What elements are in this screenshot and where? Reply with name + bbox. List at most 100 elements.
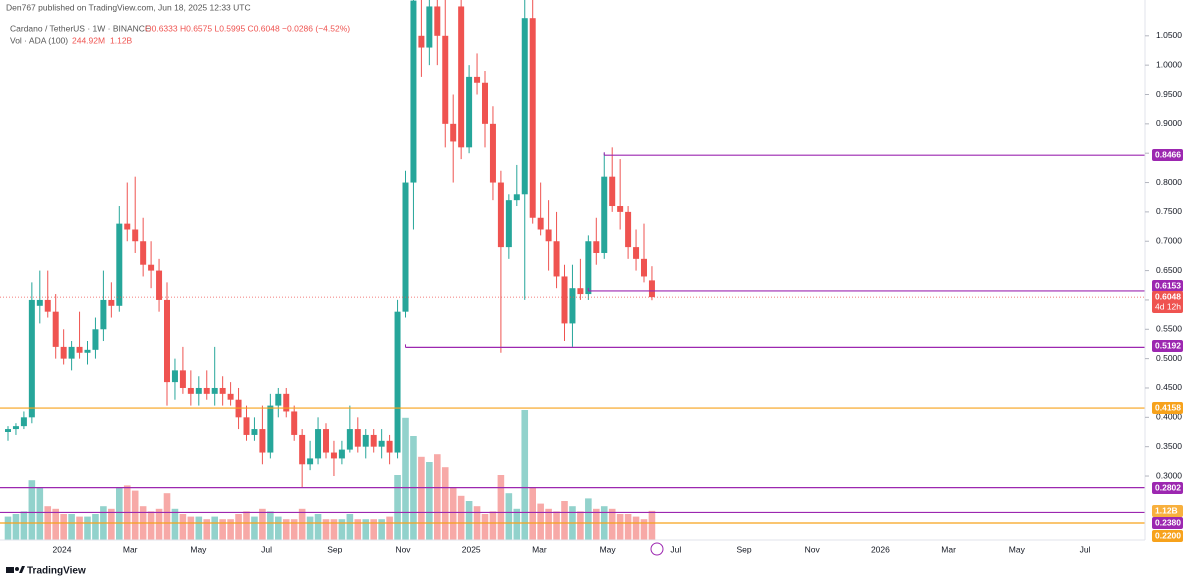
volume-ma: 244.92M: [72, 35, 105, 45]
volume-bar: [314, 514, 322, 540]
candle-body: [338, 449, 345, 459]
level-label-bg: [1152, 280, 1183, 292]
volume-bar: [131, 490, 139, 540]
candle-body: [283, 393, 290, 412]
volume-label: 1.12B: [1155, 505, 1178, 515]
candle-body: [84, 349, 91, 353]
volume-bar: [577, 511, 584, 540]
volume-bar: [211, 516, 218, 540]
volume-bar: [354, 519, 362, 540]
volume-bar: [306, 516, 314, 540]
volume-bar: [616, 514, 624, 540]
candle-body: [179, 370, 186, 388]
volume-bar: [338, 519, 346, 540]
volume-bar: [585, 498, 592, 540]
y-tick-label: 1.0000: [1156, 59, 1182, 69]
plot-area: [0, 0, 1145, 540]
x-tick-label: May: [190, 544, 207, 554]
x-tick-label: Mar: [123, 544, 138, 554]
level-label: 0.2380: [1155, 517, 1181, 527]
candle-body: [28, 299, 35, 418]
volume-bar: [282, 519, 290, 540]
candle-body: [354, 429, 361, 447]
candle-body: [195, 387, 202, 394]
candle-body: [601, 176, 608, 253]
y-tick-label: 0.7500: [1156, 206, 1182, 216]
volume-bar: [426, 462, 433, 540]
volume-bar: [116, 488, 123, 540]
volume-bar: [12, 514, 20, 540]
x-tick-label: May: [600, 544, 617, 554]
candle-body: [68, 346, 75, 359]
volume-bar: [179, 514, 187, 540]
candle-body: [625, 211, 632, 248]
volume-bar: [537, 503, 544, 540]
candle-body: [275, 393, 282, 406]
candle-body: [537, 217, 544, 230]
candle-body: [489, 123, 496, 183]
candle-body: [203, 387, 210, 394]
candle-body: [386, 440, 393, 453]
logo: [6, 566, 25, 573]
candle-body: [124, 223, 131, 230]
volume-bar: [275, 516, 282, 540]
level-label: 0.5192: [1155, 340, 1181, 350]
volume-bar: [219, 519, 226, 540]
level-label-bg: [1152, 149, 1183, 161]
y-tick-label: 0.3000: [1156, 470, 1182, 480]
candle-body: [426, 6, 433, 48]
y-tick-label: 1.0500: [1156, 30, 1182, 40]
volume-bar: [553, 511, 560, 540]
volume-bar: [465, 501, 473, 540]
candle-body: [410, 0, 417, 183]
axes: 1.05001.00000.95000.90000.85000.80000.75…: [53, 30, 1183, 554]
x-tick-label: Nov: [805, 544, 821, 554]
volume-bar: [640, 519, 648, 540]
candle-body: [482, 82, 488, 124]
candle-body: [44, 299, 51, 312]
candle-body: [315, 429, 322, 459]
volume-bar: [608, 508, 616, 540]
candle-body: [171, 370, 178, 383]
volume-bar: [195, 516, 203, 540]
x-tick-label: 2025: [462, 544, 481, 554]
candle-body: [458, 6, 465, 148]
volume-bar: [298, 508, 306, 540]
level-label: 0.2802: [1155, 482, 1181, 492]
volume-bar: [147, 511, 155, 540]
candle-body: [362, 434, 369, 447]
candle-body: [346, 429, 353, 450]
candle-body: [5, 429, 11, 432]
last-price-label: 0.6048: [1155, 291, 1181, 301]
volume-bar: [370, 519, 377, 540]
replay-button[interactable]: [650, 542, 664, 556]
volume-bar: [632, 516, 640, 540]
volume-bar: [545, 508, 552, 540]
candle-body: [529, 18, 536, 218]
volume-bar: [203, 519, 211, 540]
candle-body: [211, 387, 218, 394]
y-tick-label: 0.7000: [1156, 235, 1182, 245]
candle-body: [593, 241, 600, 253]
volume-value: 1.12B: [110, 35, 133, 45]
volume-bar: [561, 501, 568, 540]
volume-bar: [259, 508, 266, 540]
ohlc: O0.6333 H0.6575 L0.5995 C0.6048 −0.0286 …: [145, 23, 350, 33]
volume-bar: [489, 511, 497, 540]
candle-body: [164, 299, 170, 383]
x-tick-label: Mar: [532, 544, 547, 554]
x-tick-label: 2026: [871, 544, 890, 554]
publisher: Den767 published on TradingView.com, Jun…: [6, 2, 251, 12]
volume-bar: [36, 488, 44, 540]
volume-bar: [394, 475, 401, 540]
x-tick-label: Nov: [395, 544, 411, 554]
level-label: 0.6153: [1155, 280, 1181, 290]
volume-bar: [624, 514, 632, 540]
volume-bar: [386, 516, 393, 540]
candle-body: [378, 440, 385, 447]
volume-bar: [648, 510, 656, 540]
candle-body: [641, 258, 647, 277]
candle-body: [505, 200, 512, 248]
volume-bar: [163, 493, 171, 540]
volume-bar: [251, 516, 258, 540]
